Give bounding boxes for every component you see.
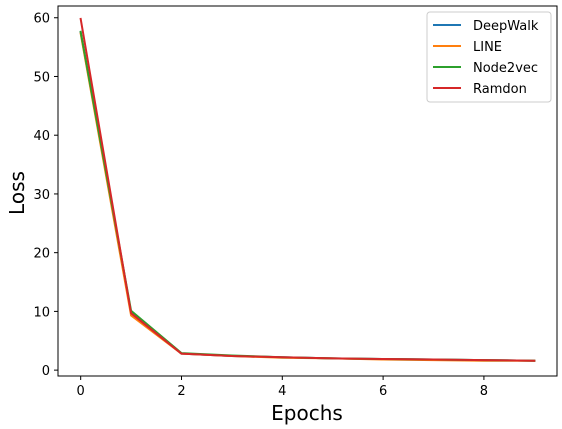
x-tick-label: 6 [379, 384, 387, 399]
y-tick-label: 50 [33, 70, 50, 85]
plot-frame [57, 5, 558, 377]
legend-label-node2vec: Node2vec [473, 61, 538, 76]
y-axis: 0 10 20 30 40 50 60 [33, 12, 58, 379]
y-tick-label: 20 [33, 247, 50, 262]
series-line-ramdon [79, 17, 536, 362]
legend-label-deepwalk: DeepWalk [473, 19, 539, 34]
legend-box [426, 11, 552, 103]
x-axis-label: Epochs [271, 401, 343, 425]
legend: DeepWalk LINE Node2vec Ramdon [426, 11, 552, 103]
y-tick-label: 10 [33, 305, 50, 320]
x-tick-label: 4 [278, 384, 286, 399]
legend-label-ramdon: Ramdon [473, 82, 527, 97]
x-tick-label: 0 [77, 384, 85, 399]
y-tick-label: 30 [33, 188, 50, 203]
x-axis: 0 2 4 6 8 [77, 376, 488, 399]
x-tick-label: 8 [480, 384, 488, 399]
y-axis-label: Loss [5, 171, 29, 215]
y-tick-label: 0 [42, 364, 50, 379]
y-tick-label: 60 [33, 12, 50, 27]
legend-label-line: LINE [473, 40, 502, 55]
y-tick-label: 40 [33, 129, 50, 144]
plot-lines [79, 17, 536, 362]
x-tick-label: 2 [177, 384, 185, 399]
